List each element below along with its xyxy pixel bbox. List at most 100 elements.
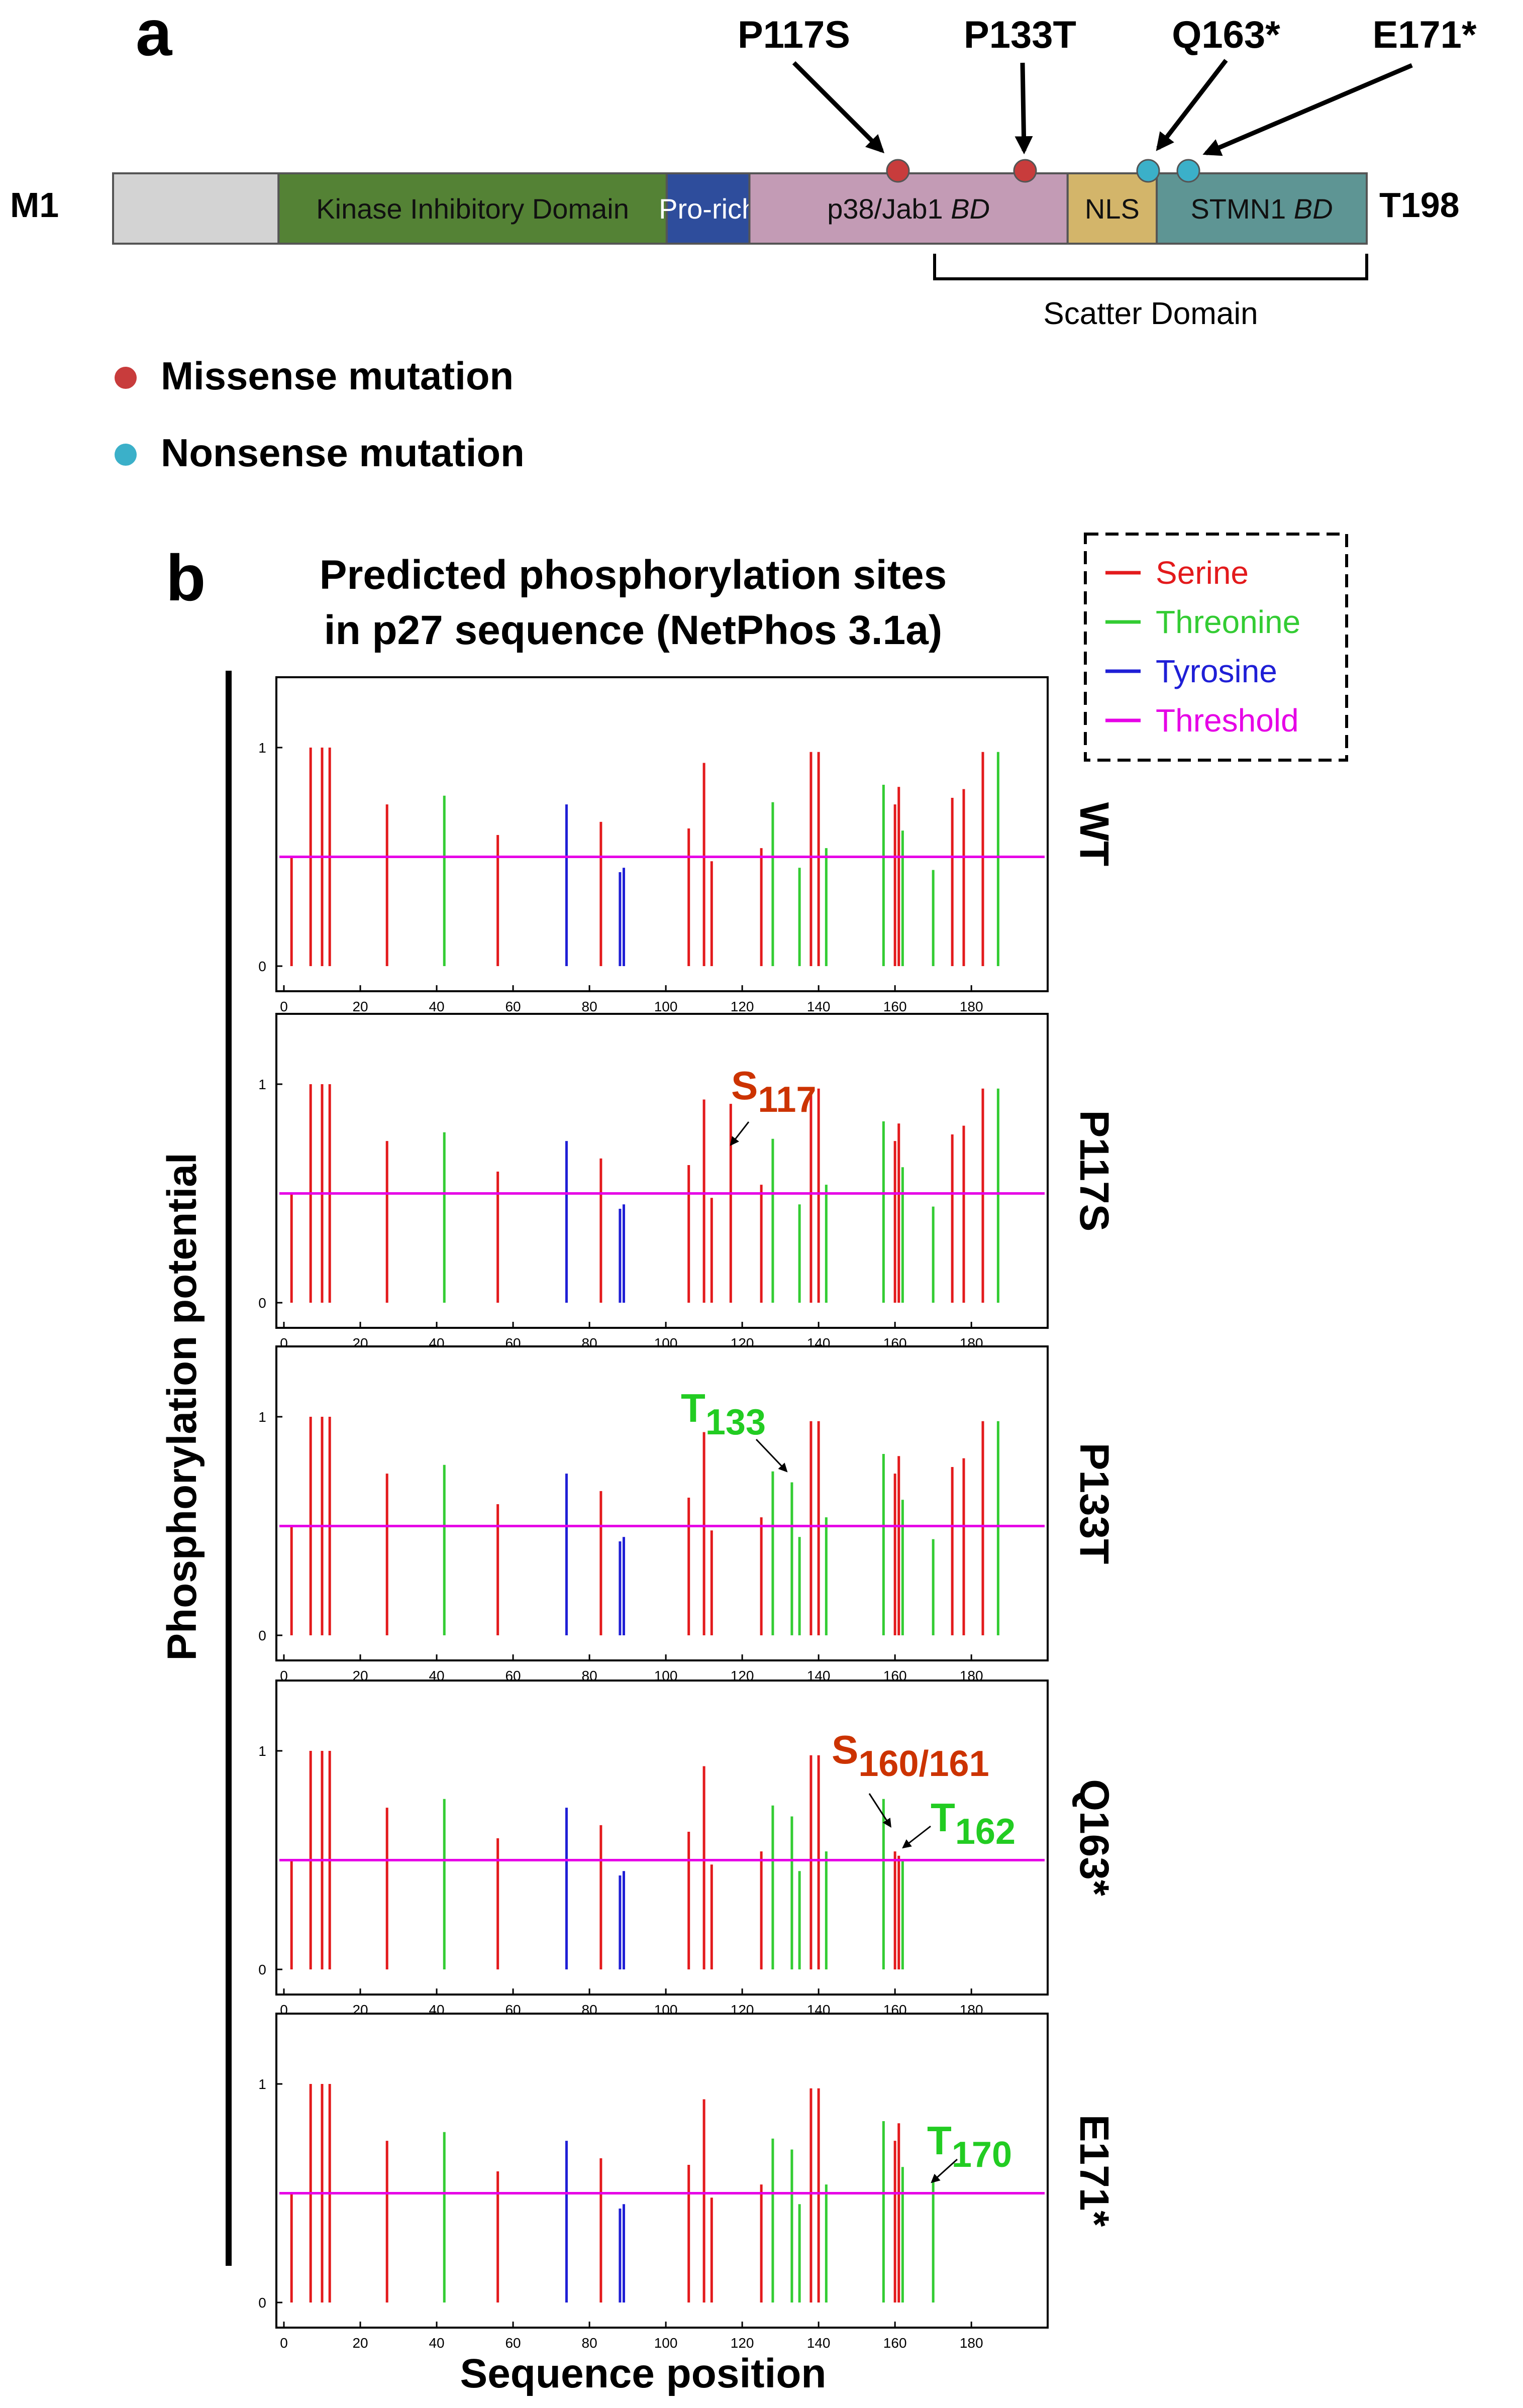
plot-frame: [275, 1680, 1049, 1996]
subplot-name: P117S: [1071, 1110, 1117, 1232]
legend-label-threshold: Threshold: [1156, 702, 1299, 739]
domain-label-pro-rich: Pro-rich: [659, 193, 757, 225]
mutation-arrow-p117s: [792, 61, 885, 154]
y-tick-label: 0: [258, 1295, 266, 1311]
start-residue-label: M1: [10, 185, 59, 225]
x-tick-label: 80: [582, 999, 597, 1014]
y-tick-label: 0: [258, 1628, 266, 1643]
legend-label-tyrosine: Tyrosine: [1156, 653, 1277, 689]
x-tick-label: 80: [582, 2335, 597, 2351]
nonsense-legend-icon: [115, 444, 137, 466]
panel-b-label-mark: [152, 550, 156, 598]
x-tick-label: 100: [654, 2335, 678, 2351]
plot-frame: [275, 1013, 1049, 1329]
site-annotation-t133: T133: [681, 1386, 766, 1442]
subplot-e171-stop: 0 20 40 60 80 100 120 140 160 180 0 1 E171* T170: [258, 2013, 1117, 2351]
mutation-label-p133t: P133T: [964, 14, 1076, 56]
chart-legend: Serine Threonine Tyrosine Threshold: [1084, 533, 1348, 762]
y-tick-label: 1: [258, 740, 266, 756]
scatter-domain-bracket: Scatter Domain: [933, 254, 1368, 331]
y-tick-label: 0: [258, 1962, 266, 1977]
mutation-label-p117s: P117S: [738, 14, 850, 56]
x-tick-label: 180: [960, 2335, 983, 2351]
site-annotation-s160-161: S160/161: [832, 1727, 989, 1784]
chart-title-line2: in p27 sequence (NetPhos 3.1a): [324, 607, 942, 653]
x-tick-label: 100: [654, 999, 678, 1014]
subplot-name: E171*: [1071, 2115, 1117, 2227]
panel-a-protein-diagram: a M1 T198 Kinase Inhibitory Domain Pro-ri…: [10, 0, 1477, 475]
domain-pro-rich: [665, 172, 751, 245]
plot-frame: [275, 2013, 1049, 2329]
nonsense-legend-label: Nonsense mutation: [161, 431, 525, 475]
x-tick-label: 160: [883, 2335, 907, 2351]
x-tick-label: 40: [429, 999, 444, 1014]
x-tick-label: 160: [883, 999, 907, 1014]
plot-frame: [275, 676, 1049, 992]
annotation-arrow: [868, 1793, 891, 1828]
panel-a-label: a: [136, 0, 173, 69]
site-annotation-t162: T162: [931, 1795, 1016, 1852]
subplot-name: P133T: [1071, 1443, 1117, 1564]
x-tick-label: 60: [505, 999, 521, 1014]
plot-frame: [275, 1345, 1049, 1661]
subplot-wt: 0 20 40 60 80 100 120 140 160 180 0 1 WT: [258, 676, 1117, 1014]
legend-label-threonine: Threonine: [1156, 604, 1300, 640]
subplot-q163-stop: 0 20 40 60 80 100 120 140 160 18001Q163*S160/161T…: [258, 1680, 1117, 2018]
site-annotation-s117: S117: [731, 1063, 817, 1120]
mutation-arrow-e171-stop: [1202, 63, 1413, 156]
legend-label-serine: Serine: [1156, 555, 1249, 591]
x-tick-label: 60: [505, 2335, 521, 2351]
domain-label-p38-jab1-bd: p38/Jab1 BD: [827, 193, 990, 225]
end-residue-label: T198: [1379, 185, 1460, 225]
y-tick-label: 0: [258, 2295, 266, 2311]
x-tick-label: 140: [807, 2335, 831, 2351]
domain-bar: Kinase Inhibitory Domain Pro-rich p38/Jab1…: [112, 172, 1368, 245]
mutation-label-q163-stop: Q163*: [1172, 14, 1280, 56]
annotation-arrow: [902, 1825, 931, 1849]
domain-kinase-inhibitory: [277, 172, 668, 245]
mutation-label-e171-stop: E171*: [1372, 14, 1476, 56]
annotation-arrow: [755, 1438, 788, 1473]
mutation-arrow-p133t: [1014, 62, 1033, 155]
x-tick-label: 40: [429, 2335, 444, 2351]
y-tick-label: 1: [258, 1409, 266, 1425]
subplot-name: Q163*: [1071, 1779, 1117, 1896]
x-tick-label: 120: [731, 999, 754, 1014]
mutation-legend: Missense mutation Nonsense mutation: [115, 354, 525, 475]
scatter-domain-label: Scatter Domain: [1043, 296, 1258, 331]
panel-b-phosphorylation-chart: b Predicted phosphorylation sites in p27…: [152, 533, 1348, 2396]
x-tick-label: 120: [731, 2335, 754, 2351]
mutation-marker-q163-stop: [1136, 159, 1160, 183]
domain-label-kinase-inhibitory: Kinase Inhibitory Domain: [316, 193, 629, 225]
y-tick-label: 0: [258, 959, 266, 974]
missense-legend-label: Missense mutation: [161, 354, 514, 398]
x-tick-label: 20: [352, 2335, 368, 2351]
mutation-marker-e171-stop: [1176, 159, 1200, 183]
y-tick-label: 1: [258, 2076, 266, 2092]
domain-blank: [112, 172, 280, 245]
y-axis-label: Phosphorylation potential: [159, 1153, 205, 1660]
x-tick-label: 0: [280, 2335, 288, 2351]
domain-stmn1-bd: [1156, 172, 1368, 245]
annotation-arrow: [931, 2158, 958, 2183]
chart-title-line1: Predicted phosphorylation sites: [320, 552, 947, 598]
subplot-name: WT: [1071, 802, 1117, 866]
mutation-marker-p133t: [1013, 159, 1037, 183]
site-annotation-t170: T170: [927, 2118, 1012, 2175]
y-tick-label: 1: [258, 1077, 266, 1092]
x-tick-label: 0: [280, 999, 288, 1014]
x-axis-label: Sequence position: [460, 2351, 827, 2396]
mutation-marker-p117s: [886, 159, 910, 183]
y-tick-label: 1: [258, 1743, 266, 1759]
panel-b-label: b: [166, 541, 206, 614]
mutation-markers: P117S P133T Q163* E171*: [738, 14, 1477, 183]
missense-legend-icon: [115, 367, 137, 389]
domain-label-stmn1-bd: STMN1 BD: [1190, 193, 1333, 225]
annotation-arrow: [730, 1121, 750, 1146]
x-tick-label: 180: [960, 999, 983, 1014]
mutation-arrow-q163-stop: [1156, 59, 1228, 151]
x-tick-label: 20: [352, 999, 368, 1014]
